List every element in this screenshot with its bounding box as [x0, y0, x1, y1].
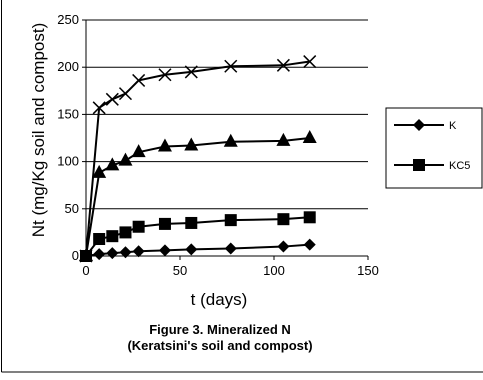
- data-point: [157, 138, 172, 152]
- y-tick-label: 0: [72, 248, 79, 263]
- series-line: [85, 60, 310, 257]
- y-tick-label: 150: [57, 106, 79, 121]
- series-layer: [79, 55, 317, 263]
- data-point: [105, 92, 119, 106]
- data-point: [119, 226, 132, 239]
- data-point: [303, 55, 317, 69]
- data-point: [303, 211, 316, 224]
- series-line: [85, 243, 310, 257]
- data-point: [184, 65, 198, 79]
- y-tick-label: 200: [57, 59, 79, 74]
- data-point: [185, 216, 198, 229]
- data-point: [132, 220, 145, 233]
- data-point: [79, 249, 93, 263]
- data-point: [158, 244, 171, 257]
- series-line: [85, 216, 310, 257]
- data-point: [118, 152, 133, 166]
- data-point: [302, 130, 317, 143]
- series-3: [79, 55, 317, 263]
- y-tick-label: 250: [57, 12, 79, 27]
- series-2: [79, 130, 317, 261]
- x-tick-label: 0: [82, 263, 89, 278]
- data-point: [119, 246, 132, 259]
- legend-label: KC5: [449, 160, 470, 172]
- x-tick-label: 50: [173, 263, 187, 278]
- series-k: [80, 238, 316, 262]
- figure-caption-line-1: Figure 3. Mineralized N: [149, 322, 291, 337]
- legend-marker: [413, 119, 425, 131]
- data-point: [277, 213, 290, 226]
- legend-entry-kc5: KC5: [394, 159, 470, 172]
- data-point: [106, 247, 119, 260]
- data-point: [223, 133, 238, 147]
- legend-label: K: [449, 120, 457, 132]
- data-point: [303, 238, 316, 251]
- data-point: [158, 217, 171, 230]
- data-point: [93, 248, 106, 261]
- figure-caption-line-2: (Keratsini's soil and compost): [127, 338, 313, 353]
- data-point: [105, 157, 120, 171]
- data-point: [92, 164, 107, 178]
- data-point: [185, 243, 198, 256]
- x-tick-label: 150: [357, 263, 379, 278]
- data-point: [276, 58, 290, 72]
- tick-labels: 0 50 100 150 200 250 0 50 100 150: [57, 12, 379, 278]
- data-point: [118, 87, 133, 101]
- x-axis-title: t (days): [191, 290, 248, 309]
- y-axis-title: Nt (mg/Kg soil and compost): [29, 23, 48, 237]
- data-point: [93, 233, 106, 246]
- y-tick-label: 100: [57, 154, 79, 169]
- data-point: [158, 68, 172, 82]
- data-point: [106, 230, 119, 243]
- x-tick-label: 100: [263, 263, 285, 278]
- data-point: [224, 59, 238, 73]
- data-point: [132, 73, 146, 87]
- gridlines: [86, 19, 368, 210]
- legend-entry-k: K: [394, 119, 457, 132]
- data-point: [224, 242, 237, 255]
- axes: [1, 0, 483, 373]
- legend-marker: [413, 159, 425, 171]
- legend-box: [385, 107, 483, 189]
- data-point: [184, 137, 199, 151]
- legend: K KC5: [385, 107, 483, 189]
- data-point: [92, 101, 106, 115]
- y-tick-label: 50: [65, 201, 79, 216]
- data-point: [131, 144, 146, 158]
- data-point: [277, 240, 290, 253]
- series-line: [85, 137, 310, 257]
- data-point: [224, 214, 237, 227]
- data-point: [276, 132, 291, 146]
- data-point: [132, 245, 145, 258]
